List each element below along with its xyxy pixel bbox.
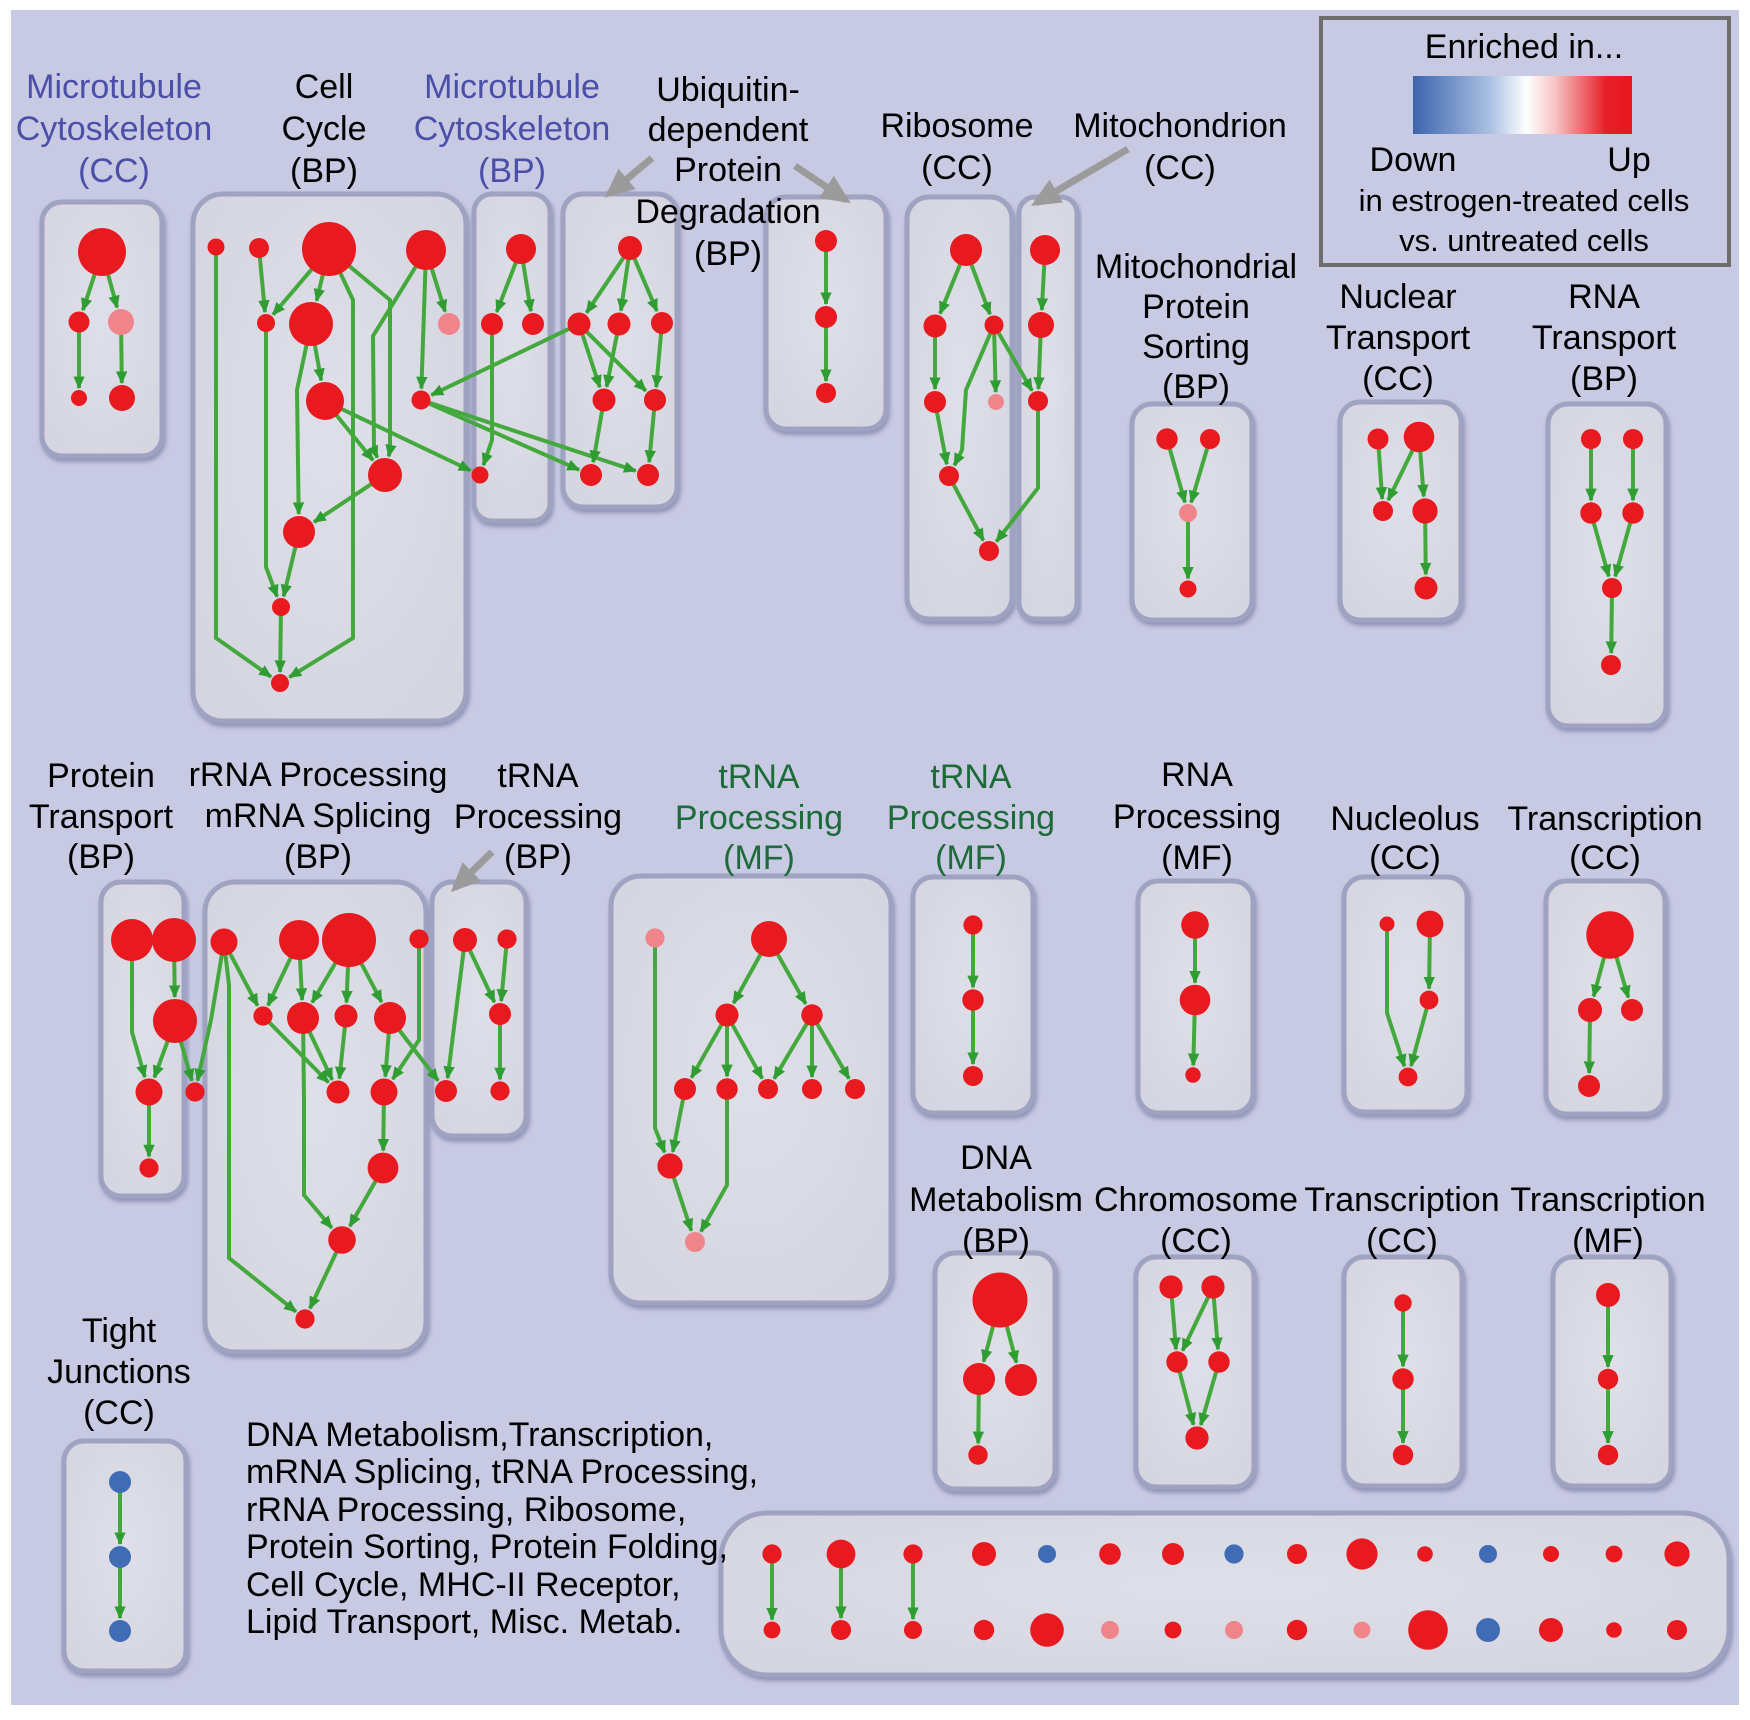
svg-text:Transcription: Transcription xyxy=(1304,1181,1499,1219)
svg-text:Transport: Transport xyxy=(1532,319,1677,357)
svg-text:(CC): (CC) xyxy=(921,149,993,187)
svg-text:(BP): (BP) xyxy=(284,838,352,876)
svg-text:rRNA Processing, Ribosome,: rRNA Processing, Ribosome, xyxy=(246,1491,686,1529)
svg-text:Processing: Processing xyxy=(675,799,843,837)
svg-text:tRNA: tRNA xyxy=(930,758,1012,796)
svg-text:mRNA Splicing, tRNA Processing: mRNA Splicing, tRNA Processing, xyxy=(246,1453,758,1491)
svg-text:(MF): (MF) xyxy=(1572,1222,1644,1260)
svg-text:Mitochondrial: Mitochondrial xyxy=(1095,248,1297,286)
svg-text:(CC): (CC) xyxy=(1160,1222,1232,1260)
svg-text:(BP): (BP) xyxy=(504,838,572,876)
svg-text:(MF): (MF) xyxy=(1161,839,1233,877)
svg-text:(CC): (CC) xyxy=(1362,360,1434,398)
svg-text:tRNA: tRNA xyxy=(497,757,579,795)
svg-text:Ubiquitin-: Ubiquitin- xyxy=(656,71,800,109)
svg-text:RNA: RNA xyxy=(1161,756,1233,794)
svg-text:Protein: Protein xyxy=(47,757,155,795)
svg-text:(BP): (BP) xyxy=(962,1222,1030,1260)
svg-text:(MF): (MF) xyxy=(935,839,1007,877)
svg-text:Microtubule: Microtubule xyxy=(26,68,202,106)
svg-text:(CC): (CC) xyxy=(1366,1222,1438,1260)
svg-text:(BP): (BP) xyxy=(67,838,135,876)
svg-text:Protein: Protein xyxy=(674,151,782,189)
svg-text:Protein: Protein xyxy=(1142,288,1250,326)
svg-text:Protein Sorting, Protein Foldi: Protein Sorting, Protein Folding, xyxy=(246,1528,728,1566)
svg-text:Junctions: Junctions xyxy=(47,1353,191,1391)
svg-text:(BP): (BP) xyxy=(694,235,762,273)
svg-text:Transport: Transport xyxy=(1326,319,1471,357)
svg-text:rRNA Processing: rRNA Processing xyxy=(189,756,448,794)
svg-text:Sorting: Sorting xyxy=(1142,328,1250,366)
svg-text:(BP): (BP) xyxy=(478,152,546,190)
svg-text:vs. untreated cells: vs. untreated cells xyxy=(1399,223,1649,258)
svg-text:(BP): (BP) xyxy=(1570,360,1638,398)
svg-text:Nuclear: Nuclear xyxy=(1339,278,1456,316)
svg-text:Cytoskeleton: Cytoskeleton xyxy=(414,110,611,148)
svg-text:Cell: Cell xyxy=(295,68,354,106)
svg-text:in estrogen-treated cells: in estrogen-treated cells xyxy=(1359,183,1690,218)
svg-text:DNA Metabolism,Transcription,: DNA Metabolism,Transcription, xyxy=(246,1416,713,1454)
svg-text:Degradation: Degradation xyxy=(635,193,820,231)
svg-text:dependent: dependent xyxy=(648,111,809,149)
svg-text:tRNA: tRNA xyxy=(718,758,800,796)
svg-text:Cytoskeleton: Cytoskeleton xyxy=(16,110,213,148)
svg-text:Processing: Processing xyxy=(887,799,1055,837)
svg-text:Chromosome: Chromosome xyxy=(1094,1181,1298,1219)
svg-text:Microtubule: Microtubule xyxy=(424,68,600,106)
svg-text:(CC): (CC) xyxy=(83,1394,155,1432)
svg-text:Cell Cycle, MHC-II Receptor,: Cell Cycle, MHC-II Receptor, xyxy=(246,1566,681,1604)
svg-text:Nucleolus: Nucleolus xyxy=(1330,800,1479,838)
svg-text:Metabolism: Metabolism xyxy=(909,1181,1083,1219)
svg-text:(MF): (MF) xyxy=(723,839,795,877)
svg-text:(CC): (CC) xyxy=(1369,839,1441,877)
svg-text:(BP): (BP) xyxy=(290,152,358,190)
svg-text:Tight: Tight xyxy=(82,1312,157,1350)
svg-text:(BP): (BP) xyxy=(1162,368,1230,406)
svg-text:Processing: Processing xyxy=(454,798,622,836)
svg-text:Transcription: Transcription xyxy=(1507,800,1702,838)
svg-text:Mitochondrion: Mitochondrion xyxy=(1073,107,1287,145)
svg-text:mRNA Splicing: mRNA Splicing xyxy=(205,797,432,835)
svg-text:Transcription: Transcription xyxy=(1510,1181,1705,1219)
svg-text:Cycle: Cycle xyxy=(281,110,366,148)
svg-text:Ribosome: Ribosome xyxy=(880,107,1033,145)
svg-text:(CC): (CC) xyxy=(1569,839,1641,877)
svg-text:Enriched in...: Enriched in... xyxy=(1425,28,1623,66)
svg-text:Down: Down xyxy=(1370,141,1457,179)
svg-text:Transport: Transport xyxy=(29,798,174,836)
svg-text:RNA: RNA xyxy=(1568,278,1640,316)
svg-text:Up: Up xyxy=(1607,141,1650,179)
svg-text:(CC): (CC) xyxy=(1144,149,1216,187)
svg-text:DNA: DNA xyxy=(960,1139,1032,1177)
svg-text:(CC): (CC) xyxy=(78,152,150,190)
svg-text:Lipid Transport, Misc. Metab.: Lipid Transport, Misc. Metab. xyxy=(246,1603,683,1641)
svg-text:Processing: Processing xyxy=(1113,798,1281,836)
